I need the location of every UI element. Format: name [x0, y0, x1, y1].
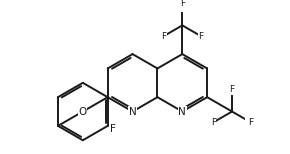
Text: N: N: [178, 107, 186, 117]
Text: N: N: [129, 107, 136, 117]
Text: F: F: [198, 32, 204, 41]
Text: F: F: [248, 118, 253, 127]
Text: F: F: [110, 124, 116, 134]
Text: F: F: [161, 32, 166, 41]
Text: F: F: [211, 118, 216, 127]
Text: F: F: [180, 0, 185, 8]
Text: F: F: [229, 85, 235, 95]
Text: O: O: [79, 107, 87, 117]
